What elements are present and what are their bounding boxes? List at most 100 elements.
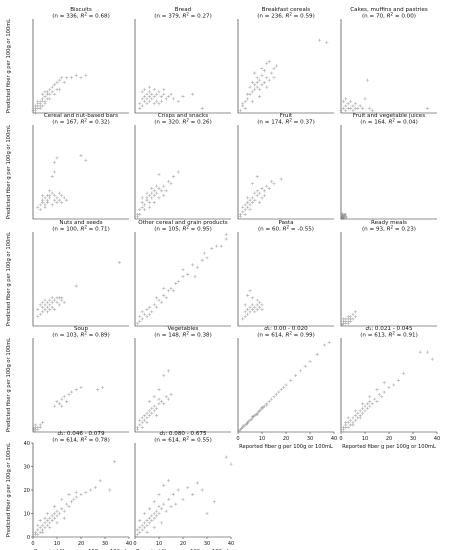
panel-3-point [260, 66, 264, 70]
panel-6-point [135, 215, 139, 219]
panel-15-point [267, 399, 271, 404]
panel-3-point [250, 80, 254, 85]
panel-1-point [48, 92, 52, 96]
panel-9-point [45, 305, 49, 309]
panel-12-axes [340, 232, 437, 327]
panel-7-point [260, 196, 264, 200]
x-tick-label: 40 [331, 436, 337, 442]
panel-3-point [255, 76, 259, 80]
panel-17-point [57, 511, 61, 516]
panel-7-point [250, 200, 254, 205]
panel-1-point [53, 92, 57, 96]
panel-5-point [57, 198, 61, 202]
panel-11-point [248, 289, 252, 293]
panel-17-point [36, 533, 40, 537]
panel-18-point [155, 514, 159, 518]
x-axis-label: Reported fiber g per 100g or 100mL [342, 444, 436, 450]
panel-1-point [60, 76, 64, 80]
panel-17-point [113, 460, 117, 464]
panel-11-point [255, 303, 259, 307]
panel-6-point [152, 189, 156, 193]
panel-3-point [258, 78, 262, 82]
panel-4-point [425, 106, 429, 110]
panel-11-point [250, 296, 254, 300]
panel-14-axes [134, 338, 231, 433]
panel-18-point [145, 518, 149, 523]
panel-15-title: d₁: 0.00 - 0.020 [264, 326, 308, 332]
panel-3-point [265, 85, 269, 89]
panel-11-point [253, 305, 257, 309]
panel-7-point [258, 191, 262, 195]
panel-3-point [260, 73, 264, 77]
panel-7-point [250, 182, 254, 186]
panel-1-point [33, 104, 37, 108]
panel-3-point [262, 80, 266, 85]
panel-9-point [60, 296, 64, 300]
panel-5-point [84, 158, 88, 162]
panel-5-point [79, 153, 83, 158]
panel-17-point [50, 518, 54, 523]
panel-17-point [84, 490, 88, 494]
panel-8-point [344, 215, 348, 219]
panel-9-point [41, 310, 45, 314]
panel-4-title: Cakes, muffins and pastries [350, 7, 428, 13]
panel-18-point [157, 504, 161, 509]
panel-7-point [255, 193, 259, 198]
panel-16-point [351, 416, 355, 420]
panel-5-subtitle: (n = 167, R2 = 0.32) [52, 118, 110, 126]
panel-14-point [140, 425, 144, 429]
panel-4-point [341, 99, 345, 103]
panel-11-point [243, 310, 247, 314]
panel-14-point [152, 409, 156, 413]
panel-10-point [147, 305, 151, 309]
panel-14-title: Vegetables [168, 326, 199, 332]
panel-1-point [38, 106, 42, 110]
panel-2-point [147, 94, 151, 99]
panel-17-subtitle: (n = 614, R2 = 0.78) [52, 436, 110, 444]
panel-16-point [358, 409, 362, 413]
panel-1-point [43, 94, 47, 99]
panel-5-point [41, 198, 45, 202]
panel-5-point [60, 200, 64, 205]
panel-10-point [145, 307, 149, 312]
y-tick-label: 30 [24, 464, 30, 470]
panel-11-title: Pasta [278, 220, 293, 226]
panel-17-axes [32, 443, 129, 538]
panel-2-axes [134, 19, 231, 114]
panel-3-subtitle: (n = 236, R2 = 0.59) [257, 12, 315, 20]
x-tick-label: 0 [236, 436, 239, 442]
panel-14-point [169, 392, 173, 396]
panel-13-point [96, 388, 100, 392]
panel-15-point [315, 352, 319, 357]
panel-3-point [250, 90, 254, 94]
panel-3-point [260, 83, 264, 87]
panel-10-point [155, 296, 159, 300]
panel-13-point [69, 390, 73, 394]
y-tick-label: 10 [24, 511, 30, 517]
panel-18-point [147, 516, 151, 520]
panel-12-title: Ready meals [371, 220, 407, 226]
panel-6-subtitle: (n = 320, R2 = 0.26) [154, 118, 212, 126]
panel-7-point [267, 186, 271, 191]
panel-15-point [274, 392, 278, 396]
x-tick-label: 30 [410, 436, 416, 442]
panel-3-point [255, 85, 259, 89]
panel-11-point [255, 307, 259, 312]
panel-10-point [135, 322, 139, 326]
panel-17-point [108, 488, 112, 492]
panel-14-point [150, 411, 154, 415]
panel-9-point [41, 300, 45, 305]
panel-10-point [224, 232, 228, 236]
panel-5-point [50, 175, 54, 179]
panel-2-point [150, 92, 154, 96]
panel-16-point [353, 418, 357, 422]
panel-15-point [327, 341, 331, 345]
panel-4-point [363, 97, 367, 101]
panel-16-point [346, 416, 350, 420]
panel-18-point [147, 507, 151, 511]
panel-5-point [55, 196, 59, 200]
x-tick-label: 30 [307, 436, 313, 442]
panel-6-point [150, 196, 154, 200]
y-axis-label: Predicted fiber g per 100g or 100mL [6, 338, 12, 432]
